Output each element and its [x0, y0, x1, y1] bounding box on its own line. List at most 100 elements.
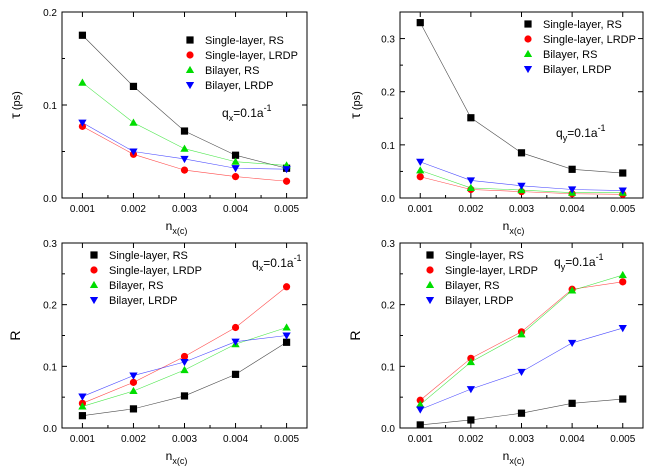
legend-label: Single-layer, RS: [543, 19, 622, 31]
data-point: [567, 186, 577, 194]
annotation-sub: x: [229, 113, 234, 123]
legend-marker: [90, 251, 98, 259]
series-line: [420, 327, 623, 410]
y-axis-label-unit: (ps): [351, 91, 363, 113]
data-point: [416, 400, 425, 408]
x-tick-label: 0.003: [509, 204, 534, 215]
legend-label: Single-layer, RS: [205, 35, 284, 47]
legend: Single-layer, RS Single-layer, LRDP Bilaye…: [185, 35, 298, 92]
legend-label: Single-layer, LRDP: [205, 50, 298, 62]
data-point: [129, 386, 138, 395]
data-point: [619, 395, 627, 403]
data-point: [78, 393, 87, 401]
data-point: [466, 177, 476, 185]
y-tick-label: 0.2: [381, 88, 395, 99]
y-tick-label: 0.1: [43, 362, 57, 373]
data-point: [282, 338, 291, 346]
annotation-main: q: [556, 126, 563, 140]
annotation-sub: x: [259, 263, 264, 273]
x-tick-label: 0.005: [274, 434, 299, 445]
data-point: [416, 158, 425, 167]
y-axis-label-main: R: [7, 330, 23, 340]
legend-marker: [185, 81, 195, 90]
data-point: [467, 416, 475, 424]
data-point: [517, 149, 526, 157]
data-point: [282, 177, 291, 185]
data-point: [466, 183, 476, 191]
x-axis-label-main: n: [503, 449, 510, 463]
annotation: qx=0.1a-1: [222, 103, 272, 123]
annotation-sup: -1: [598, 123, 606, 133]
y-tick-label: 0.2: [43, 301, 57, 312]
data-point: [129, 405, 138, 413]
annotation: qy=0.1a-1: [554, 252, 604, 272]
x-tick-label: 0.003: [172, 204, 197, 215]
legend-marker: [186, 36, 194, 44]
annotation-rest: =0.1a: [567, 126, 598, 140]
data-point: [231, 157, 240, 165]
annotation-rest: =0.1a: [565, 255, 596, 269]
y-axis-label-main: τ: [7, 113, 23, 119]
legend-label: Bilayer, RS: [109, 280, 163, 292]
x-tick-label: 0.005: [274, 204, 299, 215]
legend-label: Bilayer, LRDP: [543, 64, 611, 76]
data-point: [618, 325, 627, 333]
data-point: [180, 144, 189, 152]
y-axis-label: τ (ps): [7, 91, 23, 119]
y-axis-label: R: [347, 330, 363, 340]
x-axis-label-main: n: [503, 219, 510, 233]
y-axis-label: R: [7, 330, 23, 340]
data-point: [231, 165, 240, 173]
data-point: [517, 409, 526, 417]
x-tick-label: 0.003: [172, 434, 197, 445]
legend-label: Single-layer, RS: [109, 250, 188, 262]
data-point: [180, 127, 189, 135]
x-tick-label: 0.001: [70, 434, 95, 445]
data-point: [517, 368, 526, 377]
y-axis-label-unit: (ps): [11, 91, 23, 113]
x-tick-label: 0.004: [560, 204, 585, 215]
legend-label: Bilayer, LRDP: [109, 295, 177, 307]
x-tick-label: 0.003: [509, 434, 534, 445]
x-tick-label: 0.004: [560, 434, 585, 445]
annotation-main: q: [222, 106, 229, 120]
x-axis-label-sub: x(c): [172, 456, 187, 466]
data-point: [78, 78, 87, 86]
legend-label: Bilayer, LRDP: [205, 80, 273, 92]
legend-label: Bilayer, RS: [445, 280, 499, 292]
data-point: [467, 114, 475, 122]
x-tick-label: 0.001: [408, 204, 433, 215]
x-axis-label-main: n: [166, 449, 173, 463]
data-point: [231, 370, 240, 378]
legend-label: Bilayer, RS: [205, 65, 259, 77]
annotation-rest: =0.1a: [233, 106, 264, 120]
data-point: [619, 278, 627, 286]
y-axis-label-main: R: [347, 330, 363, 340]
data-point: [416, 166, 425, 174]
y-axis-label: τ (ps): [347, 91, 363, 119]
data-point: [78, 402, 87, 410]
legend-marker: [425, 280, 435, 289]
data-point: [568, 399, 576, 407]
data-point: [180, 358, 189, 367]
data-point: [618, 270, 627, 279]
legend-marker: [90, 266, 98, 274]
legend-marker: [426, 251, 434, 259]
data-point: [129, 148, 138, 156]
x-tick-label: 0.004: [223, 434, 248, 445]
x-axis-label-sub: x(c): [509, 226, 524, 236]
y-axis-label-main: τ: [347, 113, 363, 119]
annotation-sup: -1: [294, 253, 302, 263]
data-point: [129, 118, 138, 126]
data-point: [416, 421, 424, 429]
y-tick-label: 0.0: [43, 424, 57, 435]
legend: Single-layer, RS Single-layer, LRDP Bilaye…: [89, 250, 202, 307]
data-point: [180, 392, 189, 400]
x-axis-label-sub: x(c): [509, 456, 524, 466]
annotation: qy=0.1a-1: [556, 123, 606, 143]
data-point: [568, 165, 576, 173]
x-tick-label: 0.002: [121, 434, 146, 445]
y-tick-label: 0.0: [381, 194, 395, 205]
data-point: [180, 365, 189, 374]
